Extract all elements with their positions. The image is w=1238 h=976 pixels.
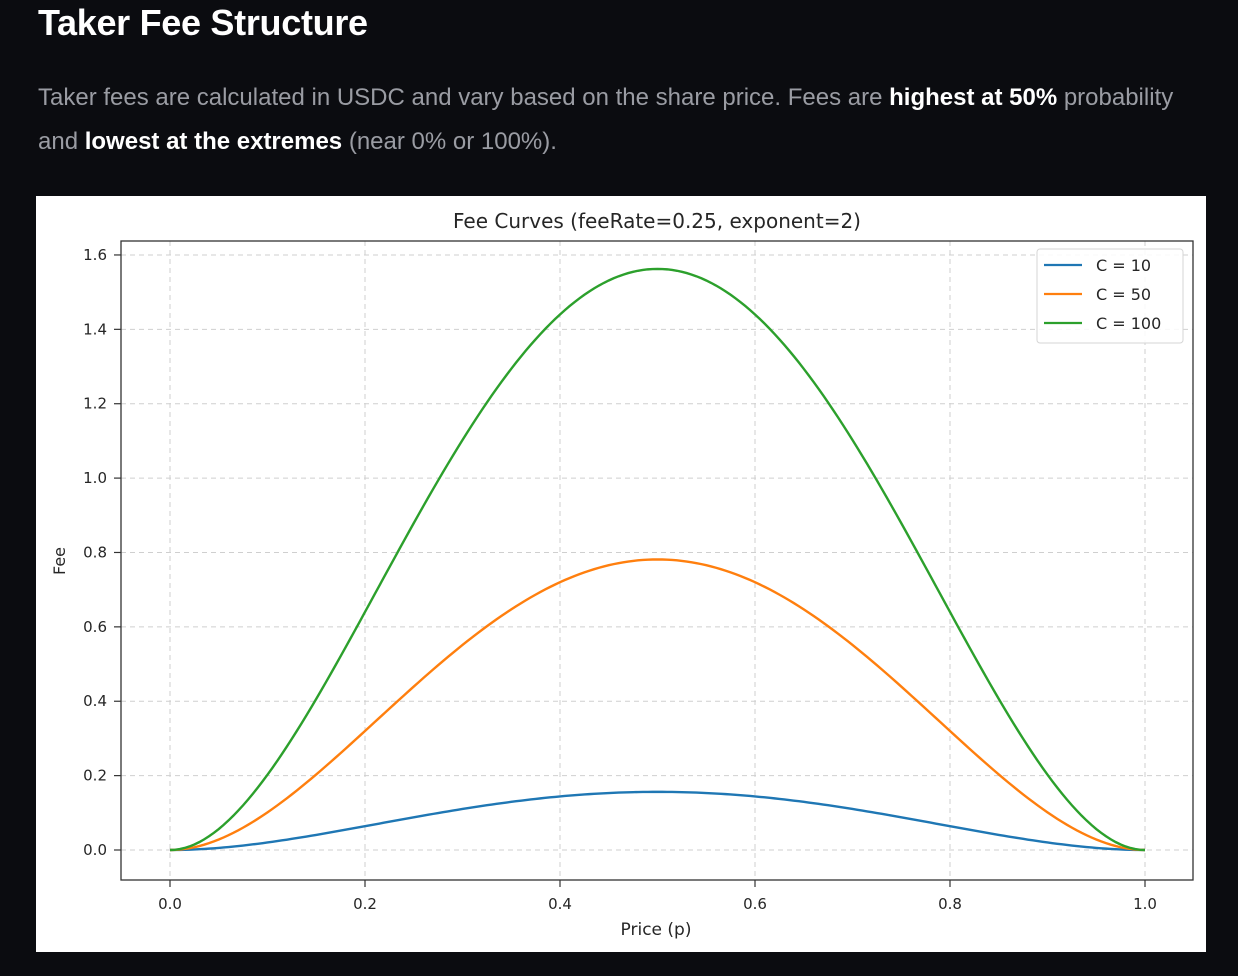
y-axis-label: Fee (50, 547, 69, 575)
x-tick-label: 0.4 (548, 895, 572, 913)
desc-text-1: Taker fees are calculated in USDC and va… (38, 84, 890, 111)
chart-curves (169, 267, 1146, 852)
page-title: Taker Fee Structure (38, 2, 368, 43)
desc-text-3: (near 0% or 100%). (342, 128, 557, 155)
chart-title: Fee Curves (feeRate=0.25, exponent=2) (453, 209, 861, 233)
x-tick-label: 0.6 (743, 895, 767, 913)
y-tick-label: 1.0 (83, 469, 107, 487)
chart-grid (121, 241, 1193, 880)
y-tick-label: 0.8 (83, 543, 107, 561)
plot-frame (120, 240, 1194, 881)
y-tick-label: 0.6 (83, 618, 107, 636)
desc-bold-highest: highest at 50% (889, 84, 1058, 111)
y-tick-label: 1.2 (83, 395, 107, 413)
x-tick-label: 0.8 (938, 895, 962, 913)
x-tick-label: 1.0 (1133, 895, 1157, 913)
legend-label-c100: C = 100 (1096, 314, 1161, 333)
chart-svg: 0.0 0.2 0.4 0.6 0.8 1.0 0.0 0.2 0.4 0.6 0.8 1.0 1.2… (50, 209, 1194, 940)
x-axis-ticks: 0.0 0.2 0.4 0.6 0.8 1.0 (158, 880, 1157, 913)
y-tick-label: 0.0 (83, 841, 107, 859)
y-tick-label: 1.4 (83, 320, 107, 338)
x-tick-label: 0.2 (353, 895, 377, 913)
y-tick-label: 1.6 (83, 246, 107, 264)
curve-series-1 (169, 558, 1146, 852)
x-axis-label: Price (p) (621, 920, 692, 940)
curve-series-0 (169, 790, 1146, 852)
desc-text-2: probability and (38, 84, 1174, 155)
y-tick-label: 0.2 (83, 767, 107, 785)
y-axis-ticks: 0.0 0.2 0.4 0.6 0.8 1.0 1.2 1.4 1.6 (83, 246, 121, 859)
fee-curves-chart: 0.0 0.2 0.4 0.6 0.8 1.0 0.0 0.2 0.4 0.6 0.8 1.0 1.2… (36, 196, 1206, 952)
legend: C = 10 C = 50 C = 100 (1036, 248, 1184, 344)
x-tick-label: 0.0 (158, 895, 182, 913)
y-tick-label: 0.4 (83, 692, 107, 710)
legend-label-c10: C = 10 (1096, 256, 1151, 275)
curve-series-2 (169, 267, 1146, 852)
legend-label-c50: C = 50 (1096, 285, 1151, 304)
desc-bold-lowest: lowest at the extremes (84, 128, 343, 155)
page-description: Taker fees are calculated in USDC and va… (38, 76, 1218, 164)
